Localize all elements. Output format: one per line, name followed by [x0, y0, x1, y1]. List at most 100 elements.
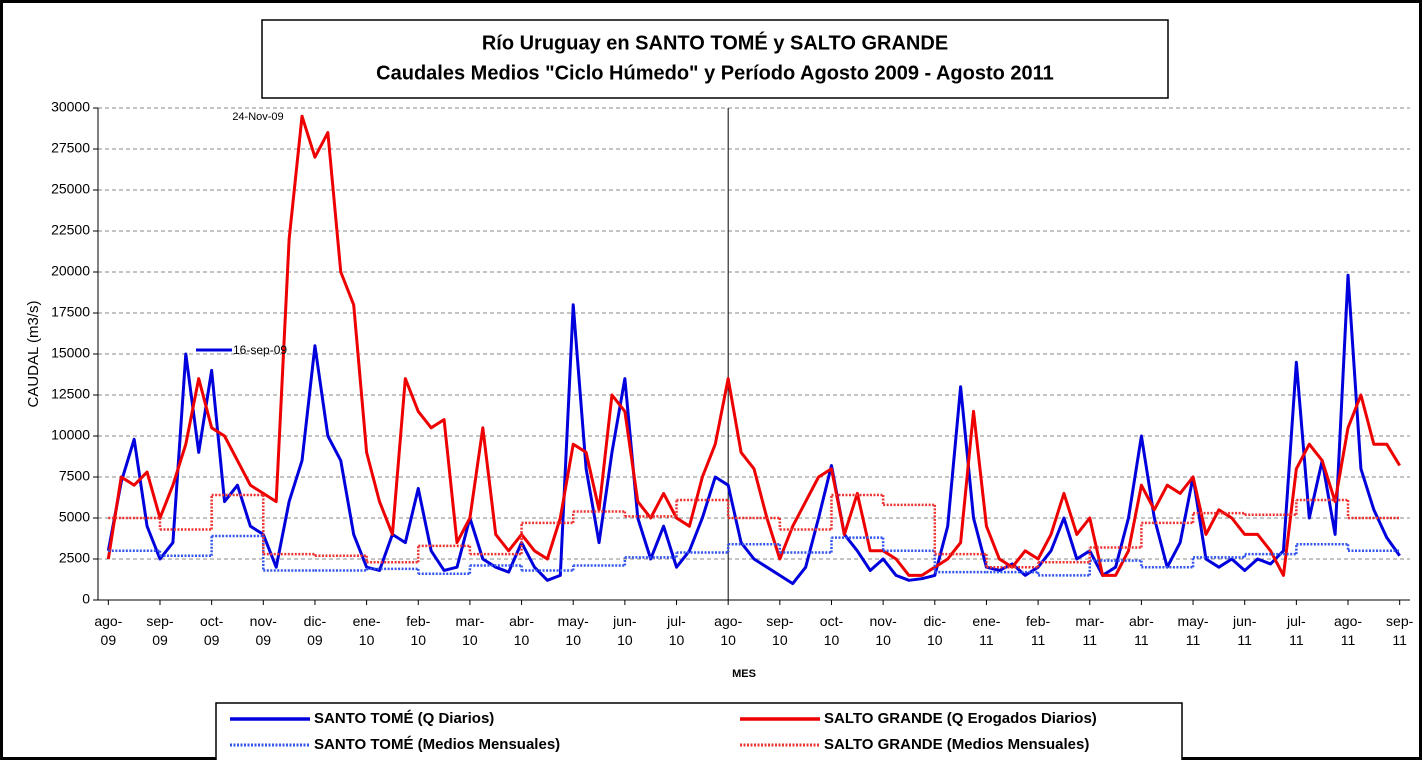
legend-label: SALTO GRANDE (Medios Mensuales)	[824, 736, 1089, 753]
monthly-step	[1088, 546, 1142, 563]
y-tick-label: 20000	[51, 263, 90, 279]
monthly-step	[571, 564, 625, 571]
x-tick-label-part: 10	[669, 632, 685, 648]
monthly-step	[778, 544, 832, 554]
monthly-step	[933, 550, 987, 574]
x-tick-label-part: 11	[1341, 632, 1356, 648]
x-tick-label-part: may-	[558, 613, 589, 629]
x-tick-label-part: jun-	[1232, 613, 1257, 629]
daily-line	[106, 114, 1401, 577]
x-tick-label-part: 09	[204, 632, 220, 648]
x-tick-label-part: jul-	[666, 613, 686, 629]
x-tick-label: ago- 09	[94, 613, 122, 648]
y-tick-label: 25000	[51, 181, 90, 197]
x-tick-label-part: 10	[462, 632, 478, 648]
x-tick-label-part: 10	[772, 632, 788, 648]
monthly-step	[417, 568, 470, 576]
legend-label: SANTO TOMÉ (Q Diarios)	[314, 710, 494, 727]
x-tick-label: nov- 09	[250, 613, 278, 648]
y-tick-label: 22500	[51, 222, 90, 238]
y-tick-label: 30000	[51, 99, 90, 115]
monthly-step	[881, 495, 935, 507]
x-tick-label-part: dic-	[304, 613, 327, 629]
monthly-step	[985, 554, 1039, 569]
x-tick-label-part: 09	[101, 632, 117, 648]
monthly-step	[778, 518, 832, 531]
x-tick-label-part: mar-	[456, 613, 485, 629]
monthly-step	[571, 510, 625, 523]
x-tick-label-part: sep-	[1386, 613, 1414, 629]
monthly-step	[623, 511, 677, 518]
y-tick-label: 0	[82, 591, 90, 607]
monthly-step	[1295, 498, 1349, 515]
x-tick-label-part: 10	[565, 632, 581, 648]
x-tick-label-part: 11	[1186, 632, 1201, 648]
monthly-step	[1140, 521, 1194, 548]
x-tick-label: may- 10	[558, 613, 589, 648]
x-tick-label-part: 09	[256, 632, 272, 648]
monthly-step	[313, 554, 367, 557]
x-tick-label-part: sep-	[146, 613, 174, 629]
x-tick-label: ene- 11	[972, 613, 1000, 648]
x-tick-label-part: nov-	[250, 613, 278, 629]
x-tick-label-part: 10	[410, 632, 426, 648]
y-tick-label: 7500	[59, 468, 90, 484]
x-tick-label-part: may-	[1177, 613, 1208, 629]
x-tick-label-part: feb-	[1026, 613, 1050, 629]
x-tick-label-part: 09	[152, 632, 168, 648]
x-tick-label: sep- 10	[766, 613, 794, 648]
y-tick-label: 10000	[51, 427, 90, 443]
monthly-step	[210, 534, 264, 556]
x-tick-label-part: 10	[617, 632, 633, 648]
x-tick-label-part: 10	[875, 632, 891, 648]
x-tick-label-part: 11	[1237, 632, 1252, 648]
x-tick-label: jul- 10	[666, 613, 686, 648]
legend-label: SALTO GRANDE (Q Erogados Diarios)	[824, 710, 1097, 727]
x-tick-label-part: oct-	[820, 613, 844, 629]
monthly-step	[830, 493, 884, 530]
y-tick-label: 27500	[51, 140, 90, 156]
x-tick-label: mar- 11	[1075, 613, 1104, 648]
x-tick-label-part: sep-	[766, 613, 794, 629]
monthly-step	[1295, 542, 1349, 555]
x-tick-label-part: 10	[720, 632, 736, 648]
monthly-step	[1191, 511, 1245, 523]
monthly-step	[262, 495, 315, 556]
monthly-step	[933, 504, 987, 556]
x-axis-label: MES	[732, 668, 756, 680]
legend-label: SANTO TOMÉ (Medios Mensuales)	[314, 736, 560, 753]
monthly-step	[1140, 560, 1194, 569]
x-tick-label-part: 10	[824, 632, 840, 648]
x-tick-label-part: 10	[359, 632, 375, 648]
monthly-step	[1346, 499, 1400, 520]
x-tick-label: oct- 09	[200, 613, 224, 648]
x-tick-label-part: 11	[1031, 632, 1046, 648]
x-tick-label: sep- 09	[146, 613, 174, 648]
x-tick-label: jun- 10	[612, 613, 637, 648]
monthly-step	[881, 537, 935, 553]
monthly-step	[520, 521, 574, 555]
y-tick-label: 15000	[51, 345, 90, 361]
legend-box	[215, 702, 1183, 760]
monthly-step	[210, 493, 264, 530]
monthly-step	[1036, 572, 1090, 577]
x-tick-label: mar- 10	[456, 613, 485, 648]
annotation: 16-sep-09	[233, 343, 287, 357]
monthly-step	[675, 498, 729, 517]
x-tick-label-part: ene-	[972, 613, 1000, 629]
x-tick-label: abr- 11	[1129, 613, 1154, 648]
x-tick-label-part: ago-	[94, 613, 122, 629]
x-tick-label: feb- 11	[1026, 613, 1050, 648]
monthly-step	[468, 545, 522, 556]
x-tick-label-part: ene-	[353, 613, 381, 629]
title-box	[261, 19, 1169, 99]
x-tick-label-part: feb-	[406, 613, 430, 629]
x-tick-label-part: jun-	[612, 613, 637, 629]
monthly-step	[623, 556, 677, 566]
monthly-step	[675, 551, 729, 558]
chart-title: Río Uruguay en SANTO TOMÉ y SALTO GRANDE	[482, 31, 948, 54]
x-tick-label-part: 11	[1289, 632, 1304, 648]
monthly-step	[520, 565, 574, 572]
x-tick-label-part: 10	[927, 632, 943, 648]
